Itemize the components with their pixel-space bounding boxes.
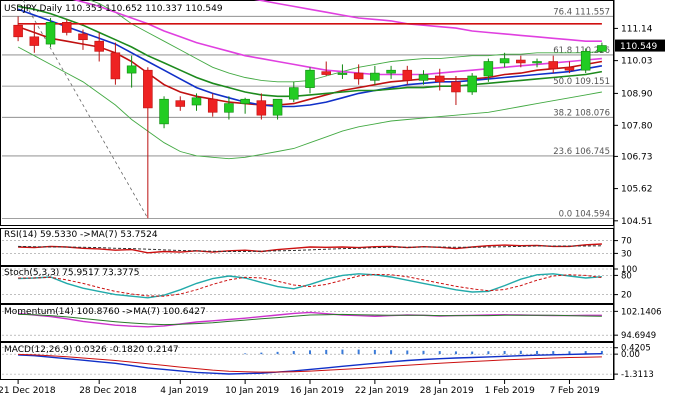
candle-body-6 (110, 52, 121, 80)
candle-body-33 (548, 61, 559, 70)
candle-body-20 (337, 72, 348, 75)
rsi-tick-label-0: 70 (621, 237, 632, 247)
candle-body-31 (516, 59, 526, 64)
fib-label-3: 38.2 108.076 (553, 108, 610, 118)
candle-body-35 (580, 51, 591, 71)
candle-body-24 (402, 69, 413, 81)
main-chart-title: USDJPY,Daily 110.353 110.652 110.337 110… (4, 4, 223, 14)
macd-series-Signal (18, 353, 602, 373)
candle-body-9 (159, 98, 169, 125)
macd-tick-label-1: 0.00 (621, 350, 640, 360)
candle-body-8 (143, 69, 153, 109)
candle-body-22 (370, 72, 380, 81)
candle-body-27 (451, 81, 461, 93)
price-tick-label-6: 105.62 (621, 185, 653, 195)
candle-body-11 (191, 97, 202, 106)
candle-body-26 (434, 75, 445, 83)
candle-body-13 (224, 103, 234, 113)
candle-body-2 (45, 22, 56, 45)
candle-body-4 (78, 33, 88, 41)
candle-body-17 (289, 87, 299, 100)
overlay-ma-green (17, 5, 603, 98)
candle-body-30 (499, 58, 510, 64)
fib-label-0: 76.4 111.557 (553, 7, 610, 17)
candle-body-18 (305, 69, 315, 88)
candle-body-34 (564, 66, 575, 71)
candle-body-23 (386, 69, 396, 74)
date-tick-label-3: 10 Jan 2019 (225, 386, 279, 396)
candle-body-25 (418, 74, 429, 81)
candle-body-15 (256, 100, 267, 116)
momentum-tick-label-1: 94.6949 (621, 331, 656, 341)
stoch-series-%D (18, 273, 602, 297)
current-price-tag-label: 110.549 (620, 42, 657, 52)
price-tick-label-4: 107.80 (621, 121, 653, 131)
price-tick-label-5: 106.73 (621, 152, 653, 162)
fib-label-4: 23.6 106.745 (553, 147, 610, 157)
panel-frames (0, 0, 615, 380)
momentum-tick-label-0: 102.1406 (621, 307, 662, 317)
candle-body-5 (94, 40, 104, 52)
date-axis: 21 Dec 2018 28 Dec 2018 4 Jan 2019 10 Jan 2… (0, 380, 600, 396)
date-tick-label-4: 16 Jan 2019 (290, 386, 344, 396)
macd-tick-label-2: -1.3113 (621, 370, 654, 380)
stoch-tick-label-2: 20 (621, 291, 632, 301)
rsi-series-RSI (18, 243, 602, 254)
candle-body-7 (126, 65, 137, 74)
stoch-tick-label-1: 80 (621, 271, 632, 281)
date-tick-label-1: 28 Dec 2018 (79, 386, 137, 396)
price-axis: 111.14 110.03 108.90 107.80 106.73 105.62 104.… (614, 24, 665, 227)
price-tick-label-3: 108.90 (621, 89, 653, 99)
macd-tick-label-0: 0.4205 (621, 344, 651, 354)
macd-title: MACD(12,26,9) 0.0326 -0.1820 0.2147 (4, 345, 179, 355)
fib-label-2: 50.0 109.151 (553, 77, 610, 87)
rsi-series-MA (18, 245, 602, 252)
current-price-tag-bg (615, 39, 665, 52)
candle-body-3 (61, 22, 72, 33)
candle-body-16 (272, 98, 283, 116)
price-tick-label-7: 104.51 (621, 217, 653, 227)
date-tick-label-6: 28 Jan 2019 (420, 386, 474, 396)
candlesticks (13, 16, 607, 219)
stoch-tick-label-0: 100 (621, 265, 637, 275)
candle-body-19 (321, 71, 331, 75)
macd-series-MACD (18, 353, 602, 375)
momentum-title: Momentum(14) 100.8760 ->MA(7) 100.6427 (4, 307, 206, 317)
fibonacci-levels: 76.4 111.557 61.8 110.226 50.0 109.151 38.2… (2, 0, 613, 219)
candle-body-12 (207, 98, 218, 113)
price-tick-label-2: 110.03 (621, 57, 653, 67)
fib-label-5: 0.0 104.594 (559, 209, 610, 219)
date-tick-label-8: 7 Feb 2019 (549, 386, 600, 396)
candle-body-29 (483, 61, 494, 77)
candle-body-1 (29, 36, 40, 46)
momentum-series-Momentum (18, 311, 602, 328)
candle-body-10 (175, 100, 186, 107)
price-tick-label-0: 111.14 (621, 24, 653, 34)
momentum-series-MA (18, 313, 602, 326)
date-tick-label-0: 21 Dec 2018 (0, 386, 56, 396)
overlay-ma-magenta-high (254, 0, 602, 43)
date-tick-label-5: 22 Jan 2019 (355, 386, 409, 396)
candle-body-21 (353, 72, 364, 80)
fib-label-1: 61.8 110.226 (553, 46, 610, 56)
date-tick-label-2: 4 Jan 2019 (160, 386, 208, 396)
candle-body-0 (13, 24, 23, 38)
rsi-title: RSI(14) 59.5330 ->MA(7) 53.7524 (4, 230, 158, 240)
candle-body-36 (597, 45, 607, 52)
candle-body-14 (240, 98, 250, 104)
date-tick-label-7: 1 Feb 2019 (485, 386, 536, 396)
overlay-bollinger-lower (17, 46, 602, 160)
rsi-tick-label-1: 30 (621, 249, 632, 259)
panel-frame-main (0, 0, 614, 226)
stoch-series-%K (18, 273, 602, 299)
candle-body-32 (532, 61, 542, 64)
candle-body-28 (467, 75, 477, 93)
stoch-title: Stoch(5,3,3) 75.9517 73.3775 (4, 268, 139, 278)
